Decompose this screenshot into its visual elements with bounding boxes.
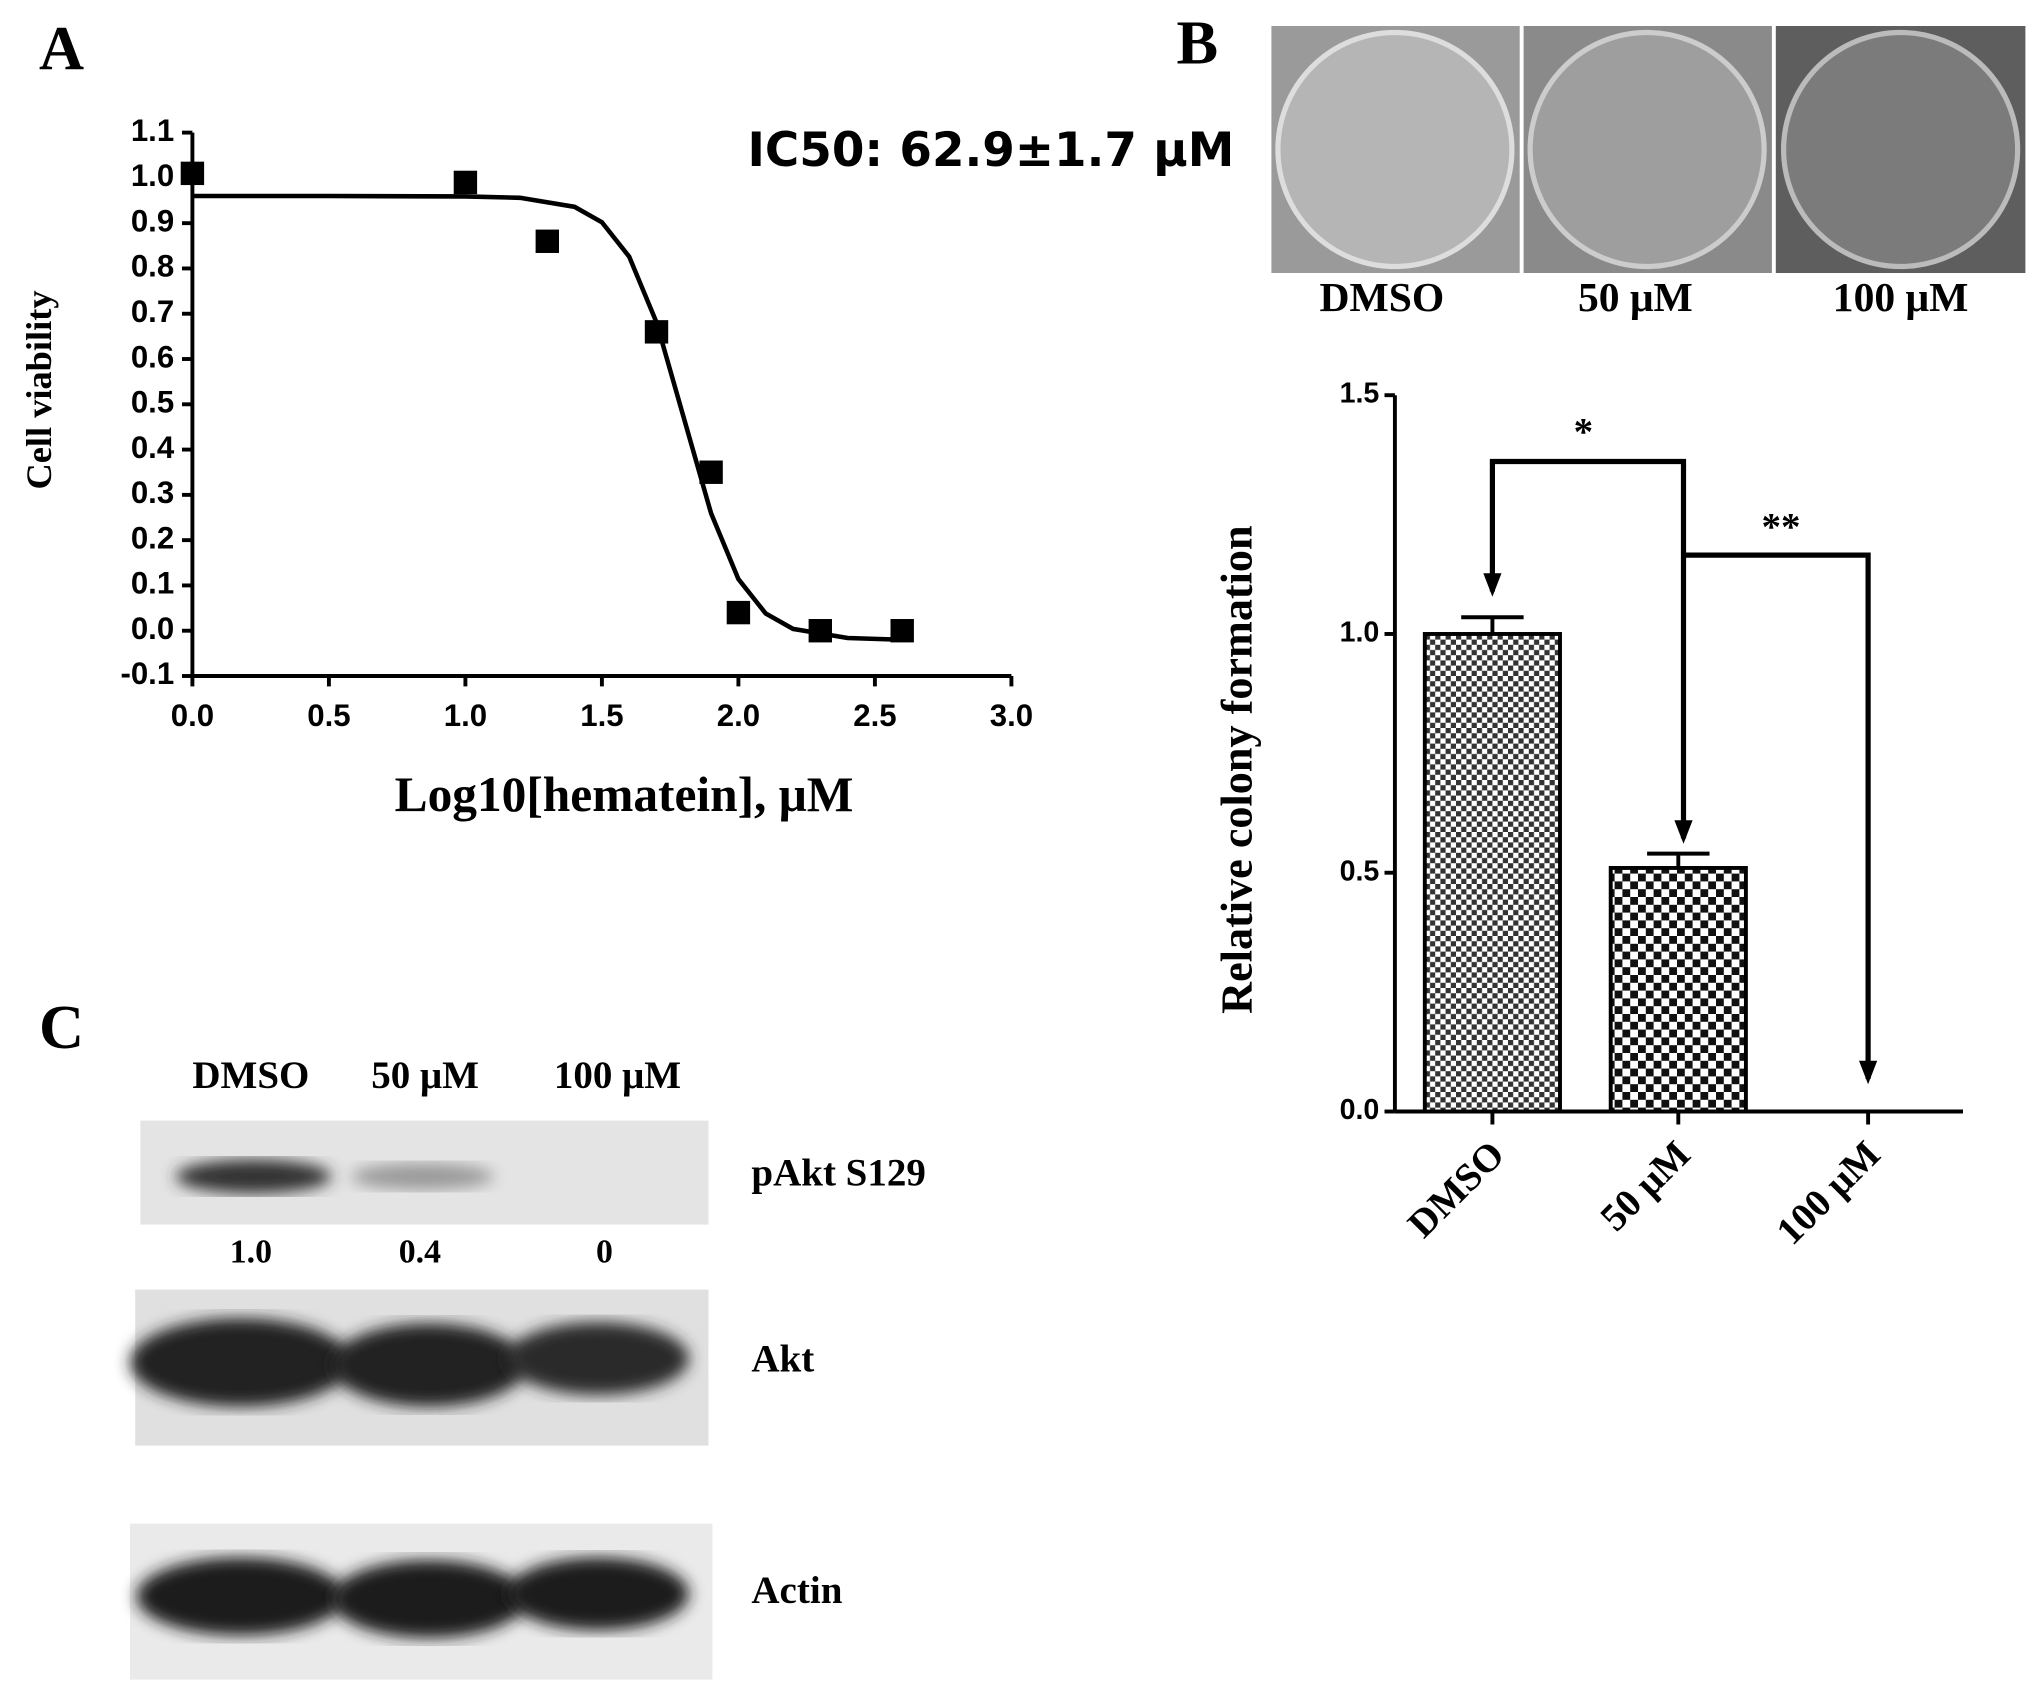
lane-label: DMSO [192,1054,309,1097]
y-tick-label: -0.1 [120,656,174,691]
row-label: pAkt S129 [751,1151,925,1194]
data-point [644,320,669,344]
row-label: Actin [751,1569,842,1612]
y-tick-label: 0.0 [131,611,174,646]
plate-images [1271,26,2026,273]
x-tick-label: 0.0 [171,698,214,733]
plate-label: 50 μM [1578,274,1693,320]
y-tick-label: 0.7 [131,294,174,329]
lane-label: 100 μM [554,1054,681,1097]
y-tick-label: 1.1 [131,113,174,148]
arrow-head [1483,573,1502,597]
fit-curve [192,193,903,643]
y-tick-label: 0.0 [1340,1094,1380,1126]
plate-label: DMSO [1320,274,1445,320]
panel-letter: A [39,14,84,83]
x-tick-label: 0.5 [307,698,350,733]
y-axis-label: Cell viability [19,290,59,489]
data-point [699,460,723,484]
quantification: 0 [596,1233,613,1270]
annotation: IC50: 62.9±1.7 μM [748,124,1235,178]
panel-letter: C [39,993,84,1062]
row-label: Akt [751,1337,814,1380]
x-tick-label: 50 μM [1592,1133,1699,1240]
x-tick-label: DMSO [1400,1133,1513,1246]
x-tick-label: 100 μM [1768,1133,1888,1253]
quantification: 0.4 [399,1233,441,1270]
y-tick-label: 0.3 [131,475,174,510]
y-tick-label: 1.0 [1340,617,1380,649]
significance-label: * [1574,410,1594,453]
significance-label: ** [1762,505,1801,548]
arrow-head [1674,820,1693,844]
quantification: 1.0 [230,1233,272,1270]
data-point [808,619,833,643]
lane-label: 50 μM [371,1054,479,1097]
y-tick-label: 0.4 [131,430,175,465]
y-tick-label: 0.9 [131,203,174,238]
data-point [890,619,914,643]
blot-images [130,1120,713,1680]
y-tick-label: 0.5 [1340,855,1380,887]
data-point [180,161,205,186]
x-tick-label: 2.0 [717,698,760,733]
arrow-head [1859,1060,1878,1085]
significance-bracket [1489,458,1687,839]
y-tick-label: 0.8 [131,249,174,284]
y-tick-label: 0.1 [131,566,174,601]
y-tick-label: 1.0 [131,158,174,193]
x-tick-label: 3.0 [990,698,1033,733]
x-axis-label: Log10[hematein], μM [395,767,854,822]
y-tick-label: 0.6 [131,339,174,374]
y-axis-label: Relative colony formation [1213,525,1262,1013]
panel-letter: B [1177,9,1219,78]
significance-bracket [1683,552,1871,1079]
plate-label: 100 μM [1833,274,1969,320]
x-tick-label: 1.0 [444,698,487,733]
x-tick-label: 1.5 [580,698,623,733]
y-tick-label: 0.2 [131,520,174,555]
data-point [726,600,751,625]
y-tick-label: 1.5 [1340,378,1380,410]
bar [1422,632,1562,1114]
x-tick-label: 2.5 [853,698,896,733]
data-point [453,170,478,195]
data-point [535,229,560,253]
y-tick-label: 0.5 [131,385,174,420]
bar [1608,866,1748,1114]
